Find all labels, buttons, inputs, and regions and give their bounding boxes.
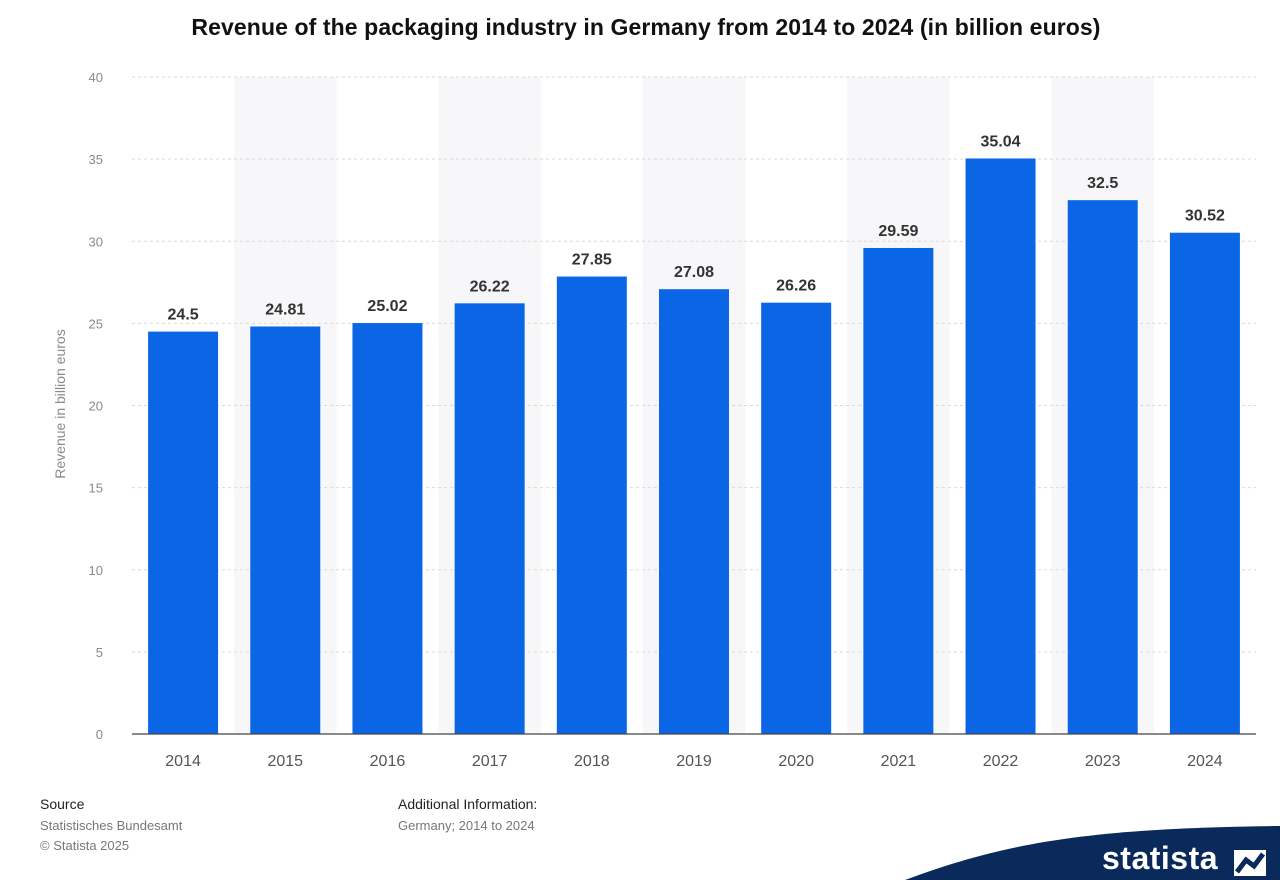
- bar-value-label: 27.08: [674, 264, 714, 281]
- y-tick-label: 20: [89, 399, 103, 414]
- x-tick-label: 2019: [676, 753, 712, 770]
- y-tick-label: 25: [89, 316, 103, 331]
- bar-value-label: 32.5: [1087, 175, 1118, 192]
- y-tick-label: 10: [89, 563, 103, 578]
- bar-value-label: 27.85: [572, 252, 612, 269]
- y-tick-label: 0: [96, 727, 103, 742]
- copyright-text: © Statista 2025: [40, 838, 130, 853]
- bar-value-label: 35.04: [981, 133, 1021, 150]
- y-tick-label: 5: [96, 645, 103, 660]
- source-name: Statistisches Bundesamt: [40, 818, 183, 833]
- statista-logo-icon: [1234, 850, 1266, 876]
- chart-title: Revenue of the packaging industry in Ger…: [191, 14, 1101, 40]
- bars: [148, 158, 1240, 735]
- bar-value-label: 26.26: [776, 278, 816, 295]
- bar[interactable]: [352, 323, 423, 734]
- bar[interactable]: [863, 247, 934, 734]
- bar-value-label: 30.52: [1185, 208, 1225, 225]
- bar-value-label: 29.59: [878, 223, 918, 240]
- bar[interactable]: [1067, 200, 1138, 734]
- x-tick-label: 2016: [370, 753, 406, 770]
- statista-logo[interactable]: statista: [1102, 840, 1219, 876]
- x-tick-label: 2018: [574, 753, 610, 770]
- bar[interactable]: [556, 276, 627, 734]
- x-tick-label: 2023: [1085, 753, 1121, 770]
- bar-chart: 0 5 10 15 20 25 30 35 40 24.5 24.81 25.02 26.22 27.8…: [89, 70, 1256, 770]
- bar-value-label: 24.5: [168, 307, 199, 324]
- y-axis-ticks: 0 5 10 15 20 25 30 35 40: [89, 70, 103, 742]
- bar[interactable]: [659, 289, 729, 734]
- bar-value-label: 24.81: [265, 301, 305, 318]
- x-tick-label: 2022: [983, 753, 1019, 770]
- bar[interactable]: [1169, 232, 1240, 735]
- bar[interactable]: [250, 326, 321, 734]
- bar-value-labels: 24.5 24.81 25.02 26.22 27.85 27.08 26.26 29.59 3…: [168, 133, 1226, 323]
- source-heading[interactable]: Source: [40, 796, 85, 812]
- additional-info-text: Germany; 2014 to 2024: [398, 818, 535, 833]
- bar[interactable]: [965, 158, 1036, 734]
- bar-value-label: 25.02: [367, 298, 407, 315]
- y-tick-label: 30: [89, 234, 103, 249]
- x-tick-label: 2024: [1187, 753, 1223, 770]
- x-tick-label: 2015: [267, 753, 303, 770]
- y-tick-label: 15: [89, 481, 103, 496]
- x-tick-label: 2021: [881, 753, 917, 770]
- bar-value-label: 26.22: [470, 278, 510, 295]
- bar[interactable]: [761, 302, 832, 734]
- x-tick-label: 2017: [472, 753, 508, 770]
- x-axis-ticks: 2014 2015 2016 2017 2018 2019 2020 2021 2022 2023…: [165, 753, 1223, 770]
- x-tick-label: 2020: [778, 753, 814, 770]
- x-tick-label: 2014: [165, 753, 201, 770]
- y-tick-label: 40: [89, 70, 103, 85]
- additional-info-heading[interactable]: Additional Information:: [398, 796, 538, 812]
- bar[interactable]: [454, 303, 525, 734]
- bar[interactable]: [148, 331, 219, 734]
- y-tick-label: 35: [89, 152, 103, 167]
